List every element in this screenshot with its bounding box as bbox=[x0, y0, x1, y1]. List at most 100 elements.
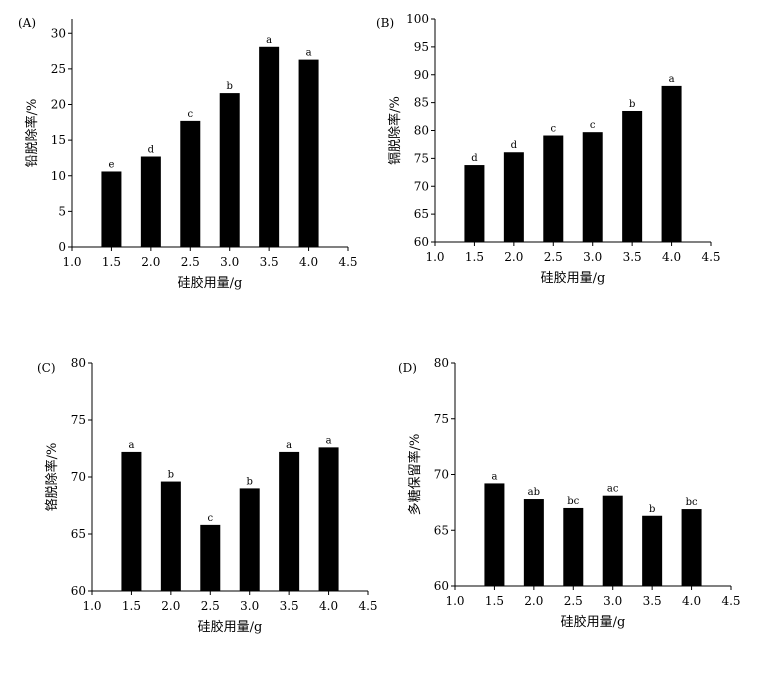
x-tick-label: 4.5 bbox=[358, 599, 377, 613]
x-tick-label: 2.5 bbox=[544, 250, 563, 264]
x-tick-label: 1.0 bbox=[445, 594, 464, 608]
x-tick-label: 2.5 bbox=[564, 594, 583, 608]
y-tick-label: 95 bbox=[414, 40, 429, 54]
bar bbox=[642, 515, 663, 586]
x-tick-label: 2.0 bbox=[504, 250, 523, 264]
bar bbox=[160, 481, 181, 591]
x-tick-label: 2.0 bbox=[524, 594, 543, 608]
significance-label: c bbox=[550, 124, 556, 135]
y-tick-label: 0 bbox=[58, 240, 66, 254]
x-tick-label: 3.0 bbox=[240, 599, 259, 613]
y-tick-label: 65 bbox=[414, 207, 429, 221]
bar bbox=[298, 59, 319, 247]
bar bbox=[563, 507, 584, 586]
x-axis-title: 硅胶用量/g bbox=[198, 619, 263, 635]
significance-label: ab bbox=[528, 487, 540, 498]
y-tick-label: 60 bbox=[434, 579, 449, 593]
y-tick-label: 70 bbox=[434, 468, 449, 482]
x-tick-label: 3.0 bbox=[603, 594, 622, 608]
y-tick-label: 80 bbox=[414, 124, 429, 138]
bar bbox=[200, 524, 221, 591]
bar bbox=[661, 85, 682, 243]
bar bbox=[279, 451, 300, 591]
y-tick-label: 75 bbox=[414, 151, 429, 165]
significance-label: c bbox=[187, 109, 193, 120]
x-tick-label: 1.5 bbox=[465, 250, 484, 264]
panel-label: (A) bbox=[18, 16, 36, 30]
bar bbox=[464, 165, 485, 242]
y-tick-label: 80 bbox=[71, 356, 86, 370]
chart-panel-a: 1.0 1.5 2.0 2.5 3.0 3.5 4.0 4.5 0 5 10 15 20 25 30 e d c b… bbox=[18, 16, 358, 291]
x-tick-label: 2.5 bbox=[181, 255, 200, 269]
significance-label: b bbox=[649, 504, 655, 515]
bar bbox=[219, 93, 240, 247]
significance-label: bc bbox=[567, 496, 579, 507]
x-tick-label: 4.5 bbox=[338, 255, 357, 269]
chart-panel-d: 1.0 1.5 2.0 2.5 3.0 3.5 4.0 4.5 60 65 70 75 80 a ab bc a… bbox=[398, 356, 741, 630]
y-tick-label: 60 bbox=[414, 235, 429, 249]
x-tick-label: 4.5 bbox=[721, 594, 740, 608]
bar bbox=[582, 132, 603, 242]
y-axis-title: 多糖保留率/% bbox=[407, 434, 423, 516]
significance-label: a bbox=[128, 440, 134, 451]
panel-label: (D) bbox=[398, 361, 417, 375]
significance-label: d bbox=[471, 153, 478, 164]
significance-label: e bbox=[108, 159, 114, 170]
bar bbox=[523, 499, 544, 586]
y-tick-label: 10 bbox=[51, 169, 66, 183]
x-axis-title: 硅胶用量/g bbox=[178, 275, 243, 291]
x-tick-label: 1.5 bbox=[485, 594, 504, 608]
y-tick-label: 85 bbox=[414, 96, 429, 110]
bar bbox=[681, 509, 702, 586]
y-tick-label: 75 bbox=[71, 413, 86, 427]
y-axis-title: 镉脱除率/% bbox=[387, 96, 403, 165]
significance-label: d bbox=[511, 140, 518, 151]
significance-label: b bbox=[168, 470, 174, 481]
y-tick-label: 90 bbox=[414, 68, 429, 82]
bar bbox=[543, 135, 564, 242]
x-tick-label: 1.0 bbox=[62, 255, 81, 269]
y-tick-label: 80 bbox=[434, 356, 449, 370]
x-tick-label: 3.0 bbox=[583, 250, 602, 264]
y-tick-label: 70 bbox=[414, 179, 429, 193]
bar bbox=[101, 171, 122, 247]
panel-label: (B) bbox=[376, 16, 394, 30]
x-tick-label: 3.5 bbox=[623, 250, 642, 264]
x-tick-label: 4.0 bbox=[319, 599, 338, 613]
bar bbox=[503, 152, 524, 242]
bar bbox=[622, 110, 643, 242]
x-tick-label: 3.0 bbox=[220, 255, 239, 269]
x-tick-label: 4.5 bbox=[701, 250, 720, 264]
significance-label: a bbox=[266, 35, 272, 46]
y-tick-label: 65 bbox=[71, 527, 86, 541]
y-tick-label: 25 bbox=[51, 62, 66, 76]
significance-label: a bbox=[286, 440, 292, 451]
y-tick-label: 70 bbox=[71, 470, 86, 484]
x-tick-label: 3.5 bbox=[280, 599, 299, 613]
x-tick-label: 1.0 bbox=[425, 250, 444, 264]
x-tick-label: 1.5 bbox=[122, 599, 141, 613]
significance-label: a bbox=[326, 435, 332, 446]
bar bbox=[318, 447, 339, 591]
chart-panel-b: 1.0 1.5 2.0 2.5 3.0 3.5 4.0 4.5 60 65 70 75 80 85 90 95… bbox=[376, 12, 721, 286]
bar bbox=[180, 120, 201, 247]
x-tick-label: 2.0 bbox=[161, 599, 180, 613]
x-tick-label: 1.0 bbox=[82, 599, 101, 613]
significance-label: b bbox=[247, 476, 253, 487]
x-tick-label: 3.5 bbox=[260, 255, 279, 269]
significance-label: c bbox=[207, 513, 213, 524]
bar bbox=[140, 156, 161, 247]
y-tick-label: 15 bbox=[51, 133, 66, 147]
bar bbox=[484, 483, 505, 586]
significance-label: ac bbox=[607, 484, 619, 495]
significance-label: a bbox=[669, 74, 675, 85]
chart-panel-c: 1.0 1.5 2.0 2.5 3.0 3.5 4.0 4.5 60 65 70 75 80 a b c b a a… bbox=[37, 356, 378, 635]
y-tick-label: 65 bbox=[434, 523, 449, 537]
x-tick-label: 2.0 bbox=[141, 255, 160, 269]
x-tick-label: 1.5 bbox=[102, 255, 121, 269]
y-tick-label: 60 bbox=[71, 584, 86, 598]
x-tick-label: 2.5 bbox=[201, 599, 220, 613]
significance-label: b bbox=[227, 81, 233, 92]
bar bbox=[602, 495, 623, 586]
